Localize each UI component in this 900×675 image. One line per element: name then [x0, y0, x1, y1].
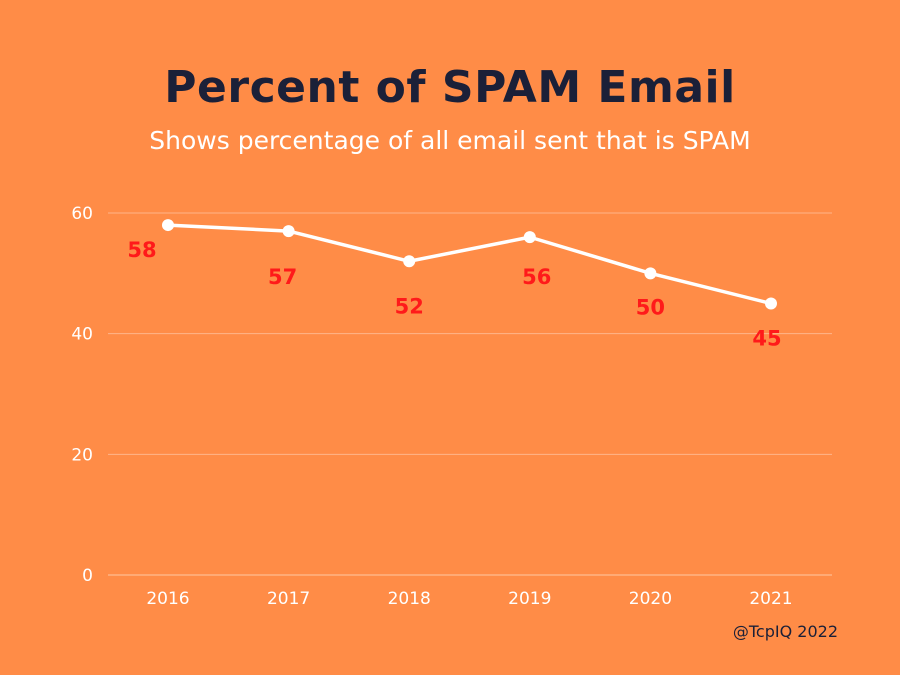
- data-point: [644, 267, 657, 280]
- chart-subtitle: Shows percentage of all email sent that …: [149, 126, 751, 155]
- data-label: 57: [268, 265, 297, 289]
- data-label: 45: [752, 327, 781, 351]
- x-tick-label: 2018: [388, 589, 431, 609]
- data-label: 56: [522, 265, 551, 289]
- data-label: 58: [127, 238, 156, 262]
- y-tick-label: 0: [82, 566, 93, 586]
- data-label: 50: [636, 295, 665, 319]
- x-tick-label: 2017: [267, 589, 310, 609]
- chart-title: Percent of SPAM Email: [164, 62, 736, 113]
- y-tick-label: 60: [71, 204, 93, 224]
- data-point: [523, 231, 536, 244]
- series-line: [166, 223, 773, 306]
- x-tick-label: 2020: [629, 589, 672, 609]
- data-label: 52: [395, 294, 424, 318]
- data-point: [765, 297, 777, 310]
- data-point: [403, 255, 416, 268]
- x-tick-label: 2016: [146, 589, 189, 609]
- y-tick-label: 20: [71, 445, 93, 465]
- data-point: [282, 225, 295, 238]
- credit-text: @TcpIQ 2022: [732, 622, 838, 641]
- x-tick-label: 2021: [749, 589, 792, 609]
- y-tick-label: 40: [71, 325, 93, 345]
- data-point: [162, 219, 174, 232]
- x-tick-label: 2019: [508, 589, 551, 609]
